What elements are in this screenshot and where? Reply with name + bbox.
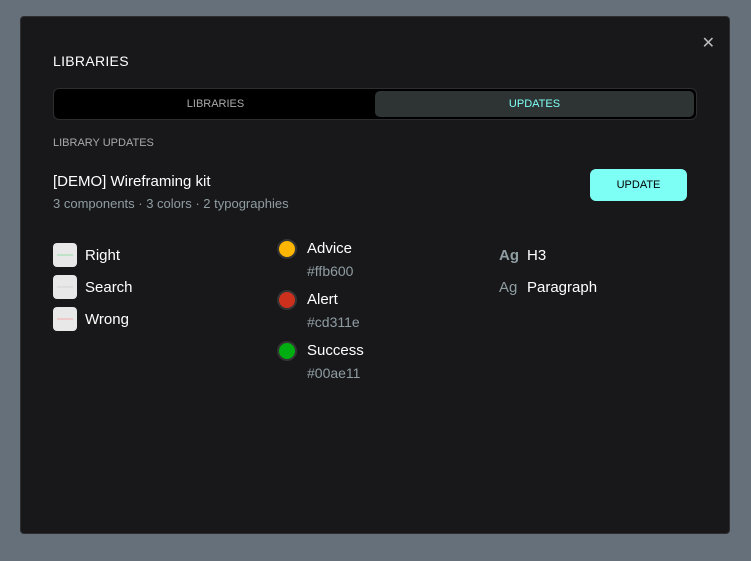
color-item: Advice #ffb600: [277, 239, 364, 279]
component-name: Wrong: [85, 310, 129, 328]
color-swatch: [277, 239, 297, 259]
typography-sample: Ag: [499, 278, 518, 296]
typography-item: Ag H3: [499, 239, 597, 271]
typography-sample: Ag: [499, 246, 519, 264]
color-name: Advice: [307, 240, 353, 257]
typography-item: Ag Paragraph: [499, 271, 597, 303]
components-list: Right Search Wrong: [53, 239, 133, 335]
component-item: Wrong: [53, 303, 133, 335]
color-swatch: [277, 341, 297, 361]
component-item: Right: [53, 239, 133, 271]
color-item: Success #00ae11: [277, 341, 364, 381]
library-info: 3 components · 3 colors · 2 typographies: [53, 196, 289, 211]
tab-updates[interactable]: UPDATES: [375, 91, 694, 117]
component-name: Search: [85, 278, 133, 296]
colors-list: Advice #ffb600 Alert #cd311e Success #00ae1…: [277, 239, 364, 392]
tab-libraries[interactable]: LIBRARIES: [186, 98, 245, 110]
color-item: Alert #cd311e: [277, 290, 364, 330]
typography-name: Paragraph: [527, 278, 598, 296]
color-name: Success: [307, 342, 364, 359]
color-name: Alert: [307, 291, 338, 308]
component-thumbnail: [53, 243, 77, 267]
section-label: LIBRARY UPDATES: [53, 137, 154, 149]
color-hex: #00ae11: [307, 365, 361, 381]
libraries-modal: ✕ LIBRARIES LIBRARIES UPDATES LIBRARY UP…: [20, 16, 730, 534]
component-name: Right: [85, 246, 121, 264]
typography-name: H3: [527, 246, 547, 264]
component-item: Search: [53, 271, 133, 303]
color-hex: #ffb600: [307, 263, 354, 279]
component-thumbnail: [53, 275, 77, 299]
typographies-list: Ag H3 Ag Paragraph: [499, 239, 597, 303]
color-swatch: [277, 290, 297, 310]
tab-bar: LIBRARIES UPDATES: [53, 88, 697, 120]
library-name: [DEMO] Wireframing kit: [53, 173, 211, 190]
component-thumbnail: [53, 307, 77, 331]
close-icon[interactable]: ✕: [701, 35, 715, 52]
color-hex: #cd311e: [307, 314, 360, 330]
update-button[interactable]: UPDATE: [590, 169, 687, 201]
modal-title: LIBRARIES: [53, 53, 129, 69]
